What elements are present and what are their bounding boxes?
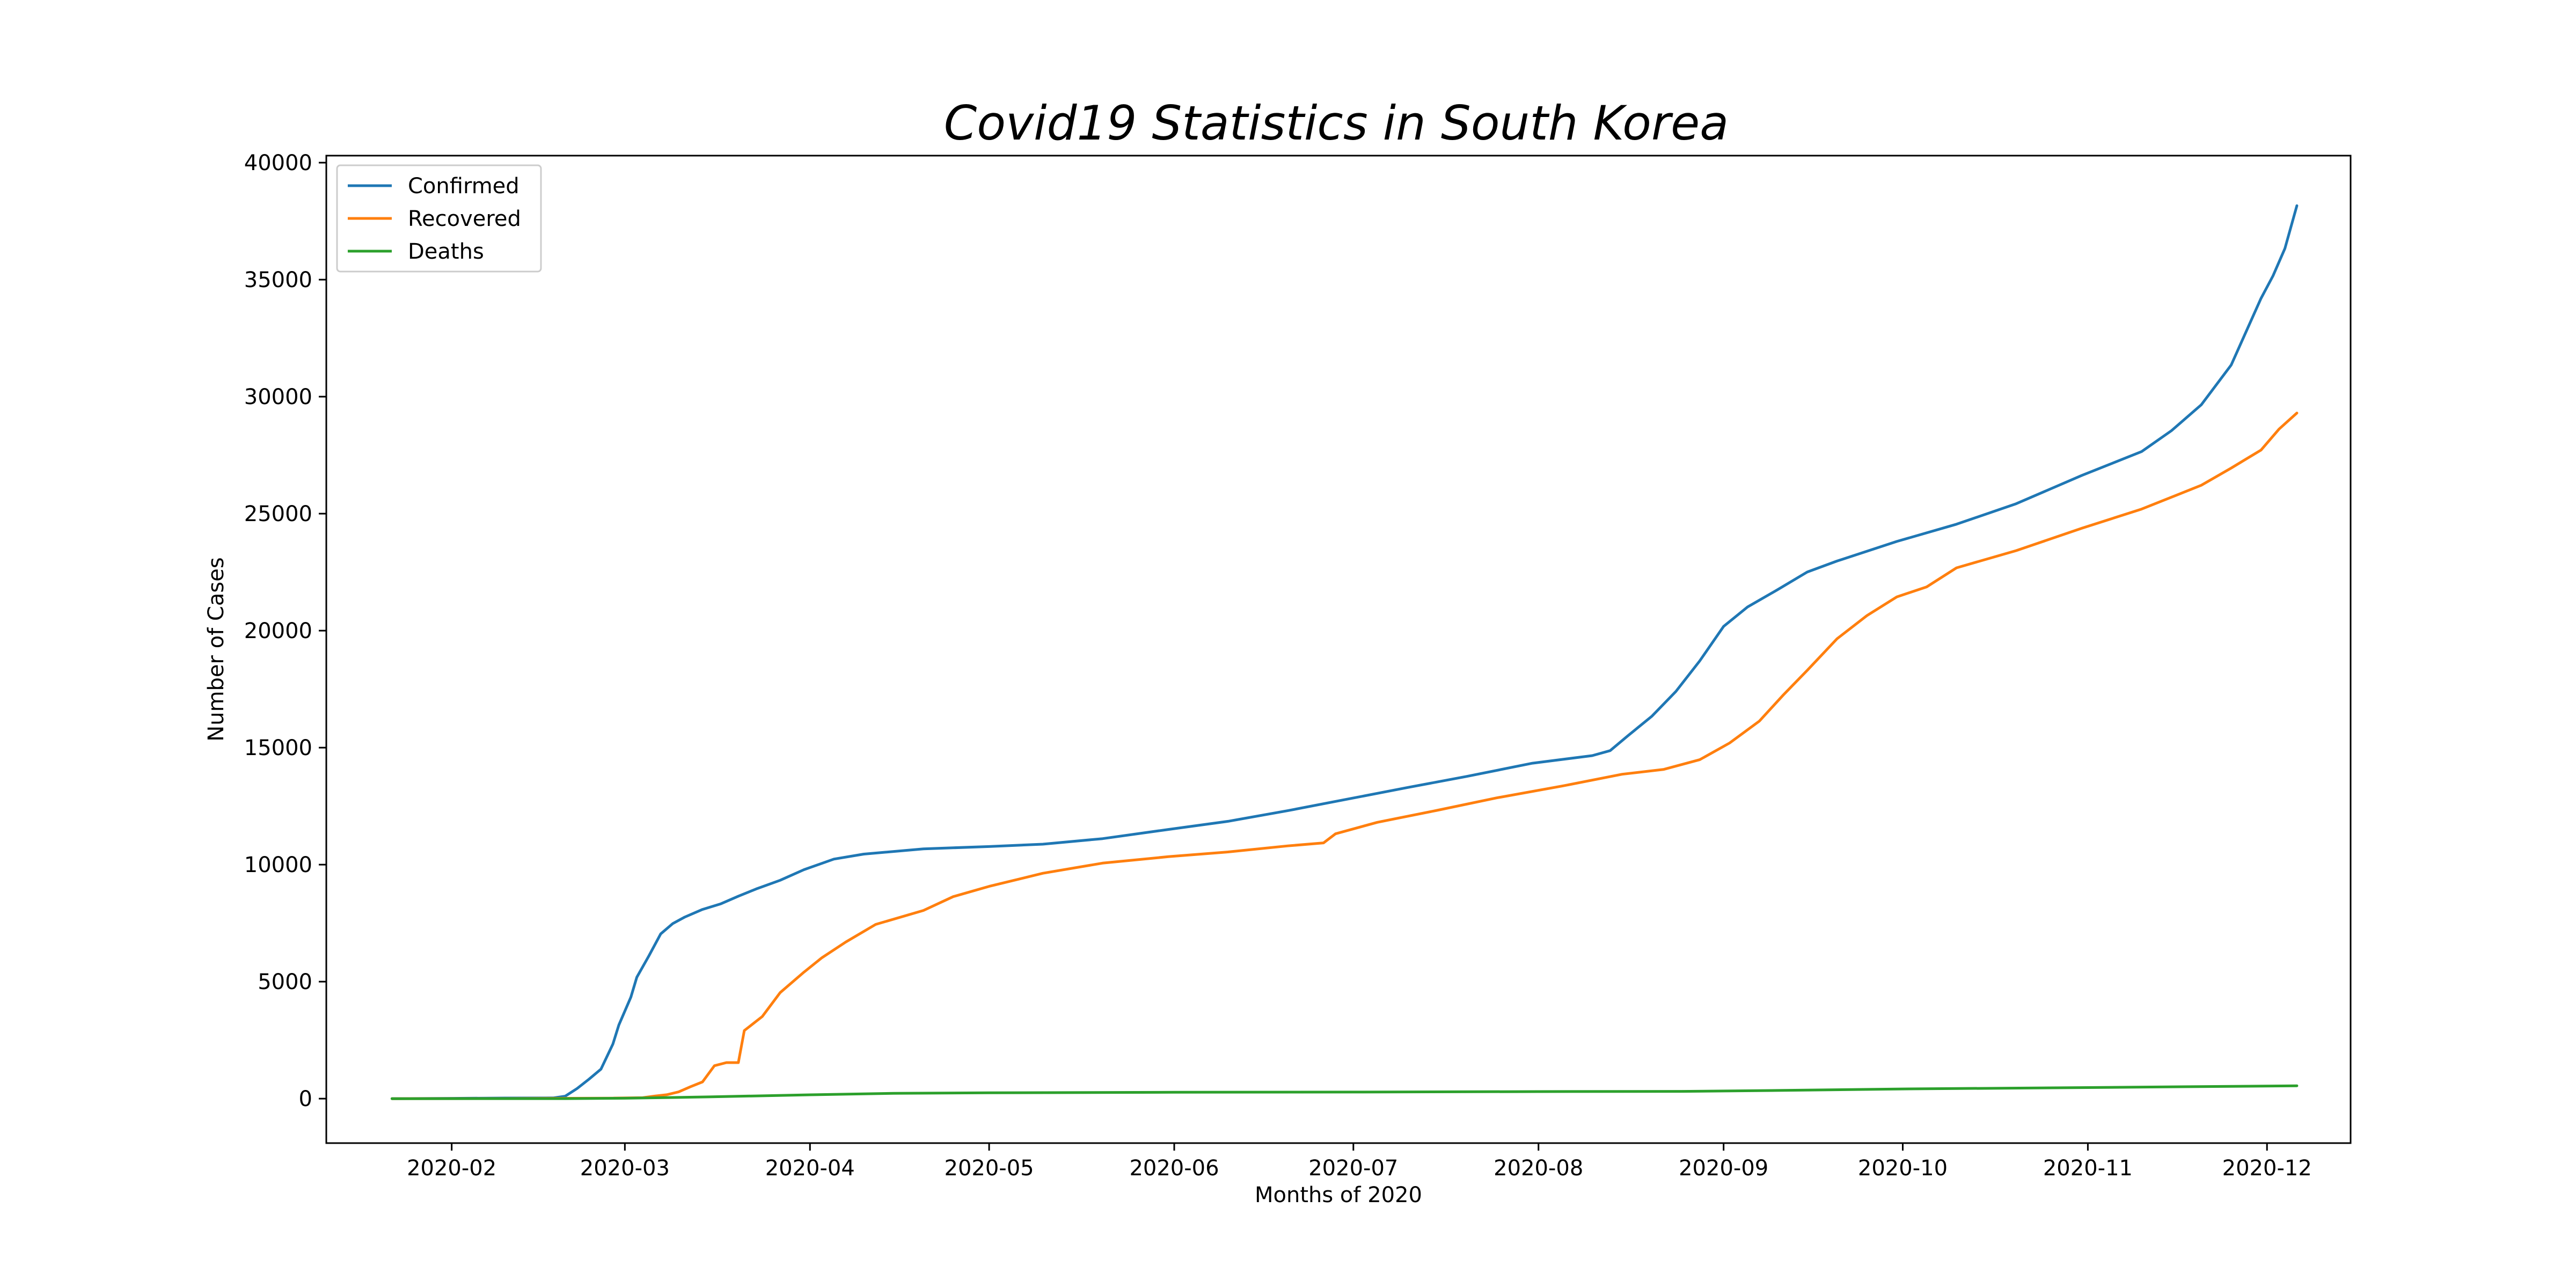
y-tick-label: 25000	[244, 502, 312, 526]
x-tick-label: 2020-07	[1308, 1156, 1398, 1181]
legend-label: Confirmed	[408, 174, 519, 199]
x-tick-label: 2020-05	[945, 1156, 1034, 1181]
legend-items: Confirmed Recovered Deaths	[348, 174, 521, 264]
x-tick-label: 2020-12	[2222, 1156, 2312, 1181]
x-tick-label: 2020-04	[765, 1156, 855, 1181]
series-line-recovered	[390, 412, 2299, 1100]
x-tick-label: 2020-03	[580, 1156, 670, 1181]
legend-frame	[336, 164, 542, 273]
x-tick-label: 2020-09	[1679, 1156, 1768, 1181]
y-tick-label: 0	[299, 1087, 312, 1111]
series-line-deaths	[390, 1084, 2299, 1100]
legend-label: Recovered	[408, 207, 521, 231]
series-line-confirmed	[390, 204, 2299, 1100]
x-tick-label: 2020-11	[2043, 1156, 2133, 1181]
x-tick-label: 2020-06	[1129, 1156, 1219, 1181]
legend: Confirmed Recovered Deaths	[336, 164, 542, 273]
x-axis-label: Months of 2020	[1255, 1183, 1422, 1208]
plot-frame	[325, 155, 2352, 1144]
y-tick-label: 20000	[244, 619, 312, 643]
x-tick-label: 2020-08	[1494, 1156, 1583, 1181]
plot-area: 2020-02 2020-03 2020-04 2020-05 2020-06 2020-…	[244, 151, 2352, 1181]
legend-label: Deaths	[408, 239, 484, 264]
y-tick-label: 30000	[244, 385, 312, 409]
chart-title: Covid19 Statistics in South Korea	[944, 96, 1729, 151]
y-tick-label: 35000	[244, 268, 312, 292]
y-tick-label: 40000	[244, 151, 312, 175]
series-lines	[390, 204, 2299, 1100]
x-axis-ticks: 2020-02 2020-03 2020-04 2020-05 2020-06 2020-…	[407, 1143, 2312, 1181]
x-tick-label: 2020-10	[1858, 1156, 1948, 1181]
y-axis-label: Number of Cases	[204, 557, 229, 741]
y-tick-label: 10000	[244, 853, 312, 877]
y-tick-label: 5000	[258, 970, 312, 994]
x-tick-label: 2020-02	[407, 1156, 496, 1181]
y-tick-label: 15000	[244, 736, 312, 760]
y-axis-ticks: 0 5000 10000 15000 20000 25000 30000 35000 40000	[244, 151, 326, 1111]
